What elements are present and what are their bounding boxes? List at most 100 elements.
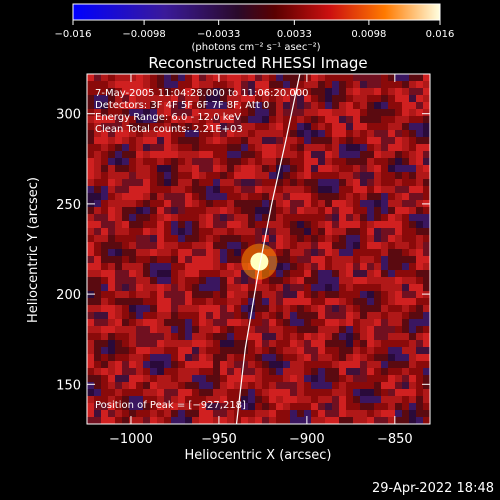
heatmap-cell: [297, 298, 305, 306]
info-line: 7-May-2005 11:04:28.000 to 11:06:20.000: [95, 88, 308, 99]
heatmap-cell: [164, 396, 172, 404]
heatmap-cell: [108, 298, 116, 306]
heatmap-cell: [339, 74, 347, 82]
heatmap-cell: [360, 249, 368, 257]
heatmap-cell: [213, 193, 221, 201]
heatmap-cell: [192, 375, 200, 383]
heatmap-cell: [220, 305, 228, 313]
heatmap-cell: [143, 389, 151, 397]
heatmap-cell: [150, 410, 158, 418]
heatmap-cell: [402, 312, 410, 320]
heatmap-cell: [409, 326, 417, 334]
heatmap-cell: [388, 326, 396, 334]
heatmap-cell: [164, 256, 172, 264]
heatmap-cell: [241, 123, 249, 131]
heatmap-cell: [220, 158, 228, 166]
heatmap-cell: [311, 137, 319, 145]
heatmap-cell: [87, 382, 95, 390]
heatmap-cell: [143, 165, 151, 173]
heatmap-cell: [234, 137, 242, 145]
heatmap-cell: [129, 375, 137, 383]
heatmap-cell: [227, 179, 235, 187]
heatmap-cell: [283, 207, 291, 215]
heatmap-cell: [367, 242, 375, 250]
heatmap-cell: [101, 375, 109, 383]
heatmap-cell: [339, 382, 347, 390]
heatmap-cell: [157, 410, 165, 418]
heatmap-cell: [136, 88, 144, 96]
heatmap-cell: [192, 284, 200, 292]
heatmap-cell: [262, 186, 270, 194]
heatmap-cell: [164, 263, 172, 271]
heatmap-cell: [297, 193, 305, 201]
heatmap-cell: [241, 284, 249, 292]
heatmap-cell: [220, 284, 228, 292]
heatmap-cell: [283, 347, 291, 355]
heatmap-cell: [416, 228, 424, 236]
heatmap-cell: [136, 368, 144, 376]
heatmap-cell: [276, 326, 284, 334]
heatmap-cell: [122, 137, 130, 145]
heatmap-cell: [332, 382, 340, 390]
heatmap-cell: [283, 123, 291, 131]
heatmap-cell: [297, 375, 305, 383]
heatmap-cell: [297, 277, 305, 285]
heatmap-cell: [171, 326, 179, 334]
heatmap-cell: [423, 137, 430, 145]
heatmap-cell: [185, 235, 193, 243]
heatmap-cell: [206, 102, 214, 110]
heatmap-cell: [255, 375, 263, 383]
heatmap-cell: [311, 151, 319, 159]
heatmap-cell: [262, 95, 270, 103]
heatmap-cell: [129, 263, 137, 271]
heatmap-cell: [283, 340, 291, 348]
heatmap-cell: [346, 340, 354, 348]
heatmap-cell: [171, 291, 179, 299]
heatmap-cell: [178, 277, 186, 285]
heatmap-cell: [143, 207, 151, 215]
heatmap-cell: [227, 305, 235, 313]
heatmap-cell: [409, 382, 417, 390]
heatmap-cell: [402, 235, 410, 243]
heatmap-cell: [297, 403, 305, 411]
heatmap-cell: [416, 277, 424, 285]
heatmap-cell: [381, 109, 389, 117]
heatmap-cell: [346, 347, 354, 355]
heatmap-cell: [416, 417, 424, 424]
heatmap-cell: [143, 417, 151, 424]
heatmap-cell: [409, 130, 417, 138]
heatmap-cell: [353, 403, 361, 411]
heatmap-cell: [129, 319, 137, 327]
heatmap-cell: [402, 319, 410, 327]
heatmap-cell: [409, 221, 417, 229]
heatmap-cell: [290, 242, 298, 250]
heatmap-cell: [381, 95, 389, 103]
heatmap-cell: [262, 235, 270, 243]
heatmap-cell: [101, 263, 109, 271]
heatmap-cell: [332, 144, 340, 152]
heatmap-cell: [164, 375, 172, 383]
heatmap-cell: [150, 116, 158, 124]
heatmap-cell: [416, 137, 424, 145]
heatmap-cell: [101, 130, 109, 138]
heatmap-cell: [199, 368, 207, 376]
heatmap-cell: [367, 410, 375, 418]
heatmap-cell: [367, 298, 375, 306]
heatmap-cell: [192, 291, 200, 299]
heatmap-cell: [220, 137, 228, 145]
heatmap-cell: [157, 221, 165, 229]
heatmap-cell: [94, 186, 102, 194]
heatmap-cell: [171, 228, 179, 236]
heatmap-cell: [220, 214, 228, 222]
heatmap-cell: [339, 200, 347, 208]
heatmap-cell: [192, 270, 200, 278]
heatmap-cell: [213, 81, 221, 89]
heatmap-cell: [150, 214, 158, 222]
heatmap-cell: [325, 319, 333, 327]
heatmap-cell: [325, 228, 333, 236]
heatmap-cell: [297, 102, 305, 110]
heatmap-cell: [122, 312, 130, 320]
heatmap-cell: [248, 116, 256, 124]
heatmap-cell: [381, 172, 389, 180]
heatmap-cell: [388, 368, 396, 376]
